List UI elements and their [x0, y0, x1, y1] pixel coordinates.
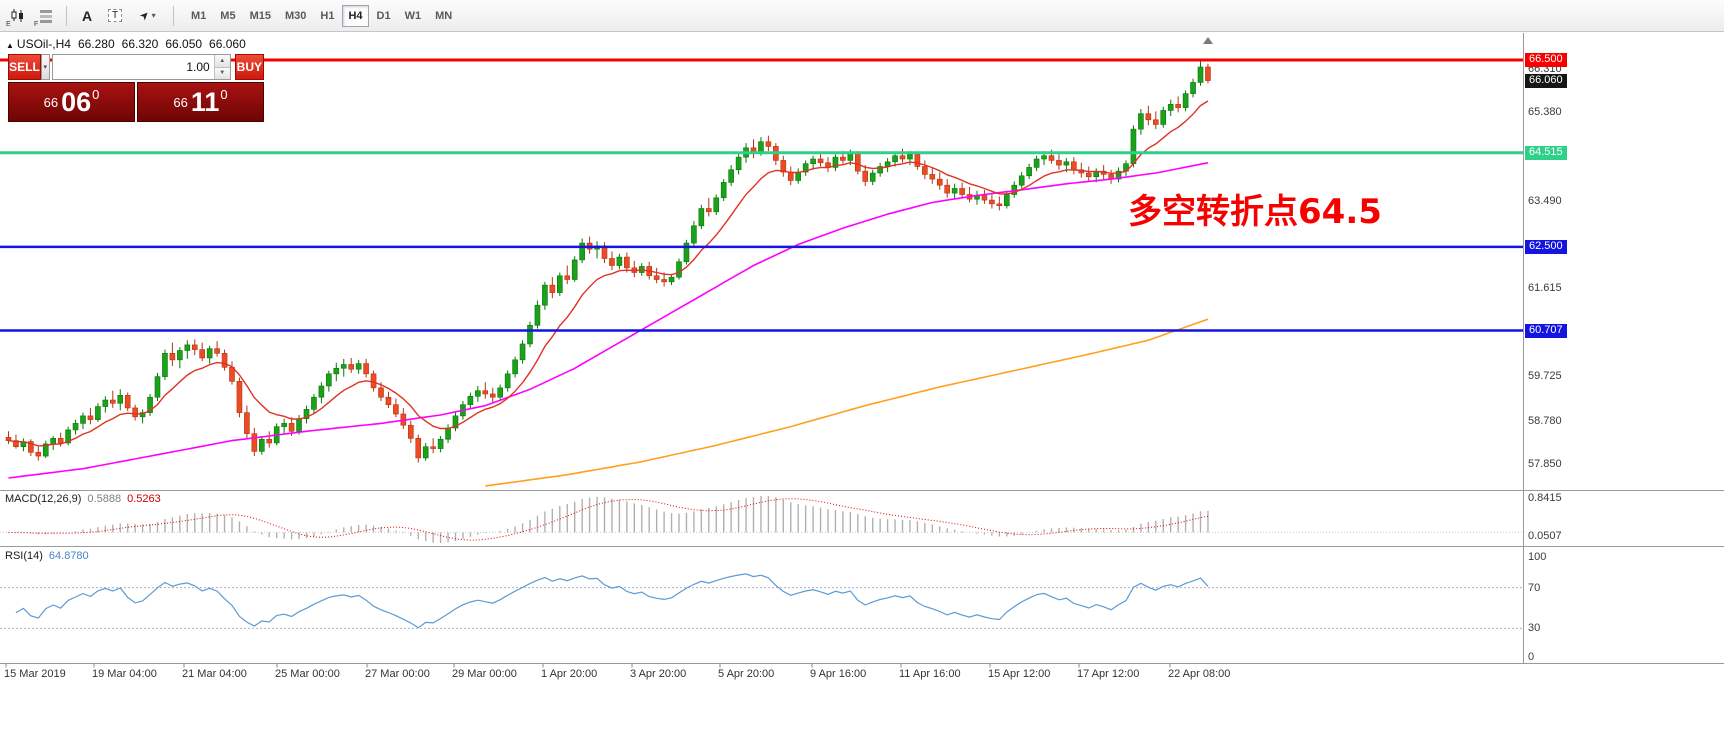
timeframe-button-h4[interactable]: H4 [342, 4, 369, 27]
ask-prefix: 66 [173, 94, 188, 110]
macd-pane [0, 496, 1523, 543]
timeframe-button-d1[interactable]: D1 [376, 9, 391, 22]
timeframe-button-m1[interactable]: M1 [191, 9, 207, 22]
time-axis-label: 15 Apr 12:00 [988, 668, 1051, 680]
time-axis-label: 25 Mar 00:00 [275, 668, 340, 680]
toolbar-separator [66, 5, 67, 26]
order-type-dropdown[interactable]: ▾ [40, 54, 50, 80]
rsi-axis-label: 70 [1528, 581, 1541, 594]
icon-subscript: E [6, 20, 11, 28]
candlestick-chart-icon[interactable]: E [5, 4, 31, 28]
price-label: 58.780 [1528, 414, 1562, 427]
rsi-axis-label: 100 [1528, 551, 1547, 563]
quote-header: ▲ USOil-,H4 66.280 66.320 66.050 66.060 [6, 37, 253, 51]
rsi-header: RSI(14) 64.8780 [5, 550, 89, 562]
grid-glyph [40, 9, 52, 23]
volume-field-wrap: ▲ ▼ [51, 54, 231, 80]
rsi-title: RSI(14) [5, 550, 43, 562]
cursor-tool-icon[interactable]: ➤ ▾ [130, 4, 166, 28]
time-axis-label: 22 Apr 08:00 [1168, 668, 1231, 680]
price-label: 57.850 [1528, 457, 1562, 470]
timeframe-button-mn[interactable]: MN [435, 9, 453, 22]
time-axis-label: 9 Apr 16:00 [810, 668, 867, 680]
symbol-timeframe: USOil-,H4 [16, 37, 71, 51]
pane-separators [0, 33, 1724, 664]
quote-high: 66.320 [121, 37, 159, 51]
price-label: 61.615 [1528, 282, 1562, 295]
bid-big-digits: 06 [61, 86, 92, 117]
time-axis-label: 27 Mar 00:00 [365, 668, 430, 680]
ma-slow-line [485, 318, 1209, 487]
moving-averages [8, 100, 1209, 487]
scroll-to-end-icon[interactable] [1203, 37, 1213, 44]
macd-signal-value: 0.5263 [127, 493, 161, 505]
ask-big-digits: 11 [190, 86, 220, 117]
volume-input[interactable] [52, 55, 214, 79]
ma-fast-line [8, 100, 1209, 447]
price-badge: 60.707 [1525, 323, 1567, 338]
time-axis-label: 5 Apr 20:00 [718, 668, 775, 680]
price-badge: 66.060 [1525, 73, 1567, 88]
time-axis-label: 3 Apr 20:00 [630, 668, 687, 680]
rsi-pane [0, 573, 1523, 629]
chevron-down-icon: ▾ [151, 11, 156, 20]
icon-subscript: F [34, 20, 39, 28]
trend-arrow-icon: ▲ [6, 41, 14, 50]
quote-open: 66.280 [77, 37, 115, 51]
bid-price-display: 66 06 0 [8, 82, 135, 122]
price-label: 63.490 [1528, 194, 1562, 207]
macd-axis-top: 0.8415 [1528, 492, 1562, 504]
rsi-line [15, 573, 1209, 629]
ask-price-display: 66 11 0 [137, 82, 264, 122]
text-box-icon[interactable]: T [102, 4, 128, 28]
time-axis-label: 11 Apr 16:00 [899, 668, 961, 680]
macd-header: MACD(12,26,9) 0.5888 0.5263 [5, 493, 161, 505]
price-badge: 66.500 [1525, 53, 1567, 67]
price-badge: 64.515 [1525, 145, 1567, 160]
price-badge: 62.500 [1525, 239, 1567, 254]
ask-pip-digit: 0 [220, 86, 228, 102]
quote-low: 66.050 [165, 37, 203, 51]
time-axis-label: 21 Mar 04:00 [182, 668, 247, 680]
time-axis-label: 29 Mar 00:00 [452, 668, 517, 680]
time-axis-label: 1 Apr 20:00 [541, 668, 598, 680]
ma-mid-line [8, 162, 1209, 479]
grid-icon[interactable]: F [33, 4, 59, 28]
time-axis-label: 19 Mar 04:00 [92, 668, 157, 680]
buy-button[interactable]: BUY [234, 54, 264, 80]
bid-prefix: 66 [43, 94, 59, 110]
time-axis-label: 15 Mar 2019 [4, 668, 66, 680]
rsi-axis-label: 0 [1528, 651, 1535, 663]
text-label-icon[interactable]: A [81, 7, 93, 24]
price-label: 59.725 [1528, 370, 1562, 383]
macd-value: 0.5888 [87, 493, 122, 505]
quote-close: 66.060 [209, 37, 246, 51]
time-ticks [5, 663, 1171, 668]
toolbar-separator [173, 5, 174, 26]
bid-pip-digit: 0 [92, 86, 100, 102]
timeframe-button-h1[interactable]: H1 [320, 9, 335, 22]
timeframe-button-m30[interactable]: M30 [284, 9, 307, 22]
candles-glyph [11, 8, 23, 22]
volume-stepper: ▲ ▼ [213, 55, 230, 79]
timeframe-button-m5[interactable]: M5 [220, 9, 236, 22]
volume-up-button[interactable]: ▲ [214, 55, 230, 68]
volume-down-button[interactable]: ▼ [214, 67, 230, 79]
sell-button[interactable]: SELL [8, 54, 41, 80]
price-label: 65.380 [1528, 106, 1562, 119]
time-axis-label: 17 Apr 12:00 [1077, 668, 1140, 680]
timeframe-group: M1 M5 M15 M30 H1 H4 D1 W1 MN [184, 4, 459, 27]
toolbar: E F A T ➤ ▾ M1 M5 M15 M30 H1 H4 D1 W1 MN [0, 0, 1724, 32]
timeframe-button-w1[interactable]: W1 [404, 9, 422, 22]
one-click-trading-panel: SELL ▾ ▲ ▼ BUY 66 06 0 66 11 0 [8, 54, 264, 122]
macd-signal-line [8, 498, 1209, 541]
macd-axis-bottom: 0.0507 [1528, 530, 1562, 542]
rsi-axis-label: 30 [1528, 622, 1541, 635]
rsi-value: 64.8780 [48, 550, 89, 562]
timeframe-button-m15[interactable]: M15 [249, 9, 271, 22]
macd-title: MACD(12,26,9) [5, 493, 82, 505]
chart-annotation-text[interactable]: 多空转折点64.5 [1128, 192, 1382, 232]
